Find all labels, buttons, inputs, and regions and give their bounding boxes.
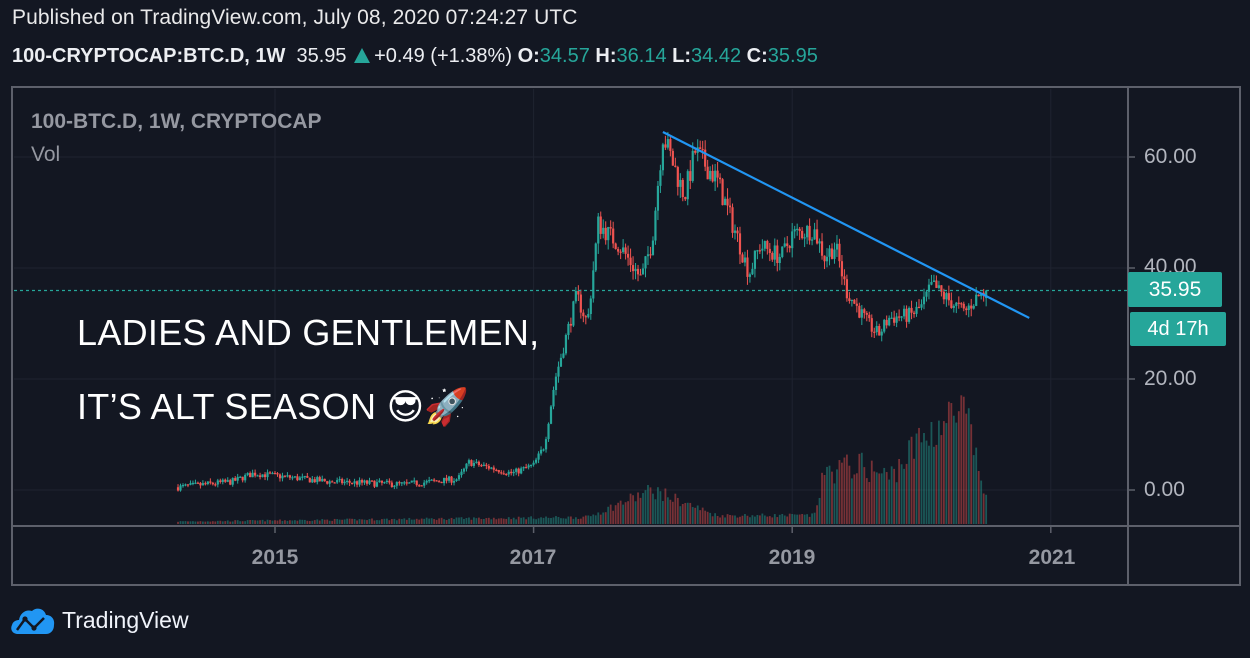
volume-bars: [177, 395, 988, 524]
open-value: 34.57: [539, 45, 590, 67]
price-change: +0.49 (+1.38%): [374, 45, 512, 67]
low-value: 34.42: [691, 45, 742, 67]
symbol-name: 100-CRYPTOCAP:BTC.D, 1W: [12, 45, 286, 67]
volume-legend[interactable]: Vol: [31, 143, 61, 166]
price-tick-0: 0.00: [1144, 478, 1185, 501]
annotation-line-1[interactable]: LADIES AND GENTLEMEN,: [77, 312, 540, 353]
chart-grid: [14, 89, 1127, 525]
time-tick-2017: 2017: [509, 546, 557, 569]
time-tick-2015: 2015: [251, 546, 299, 569]
last-price: 35.95: [296, 45, 347, 67]
high-label: H:: [595, 45, 617, 67]
tradingview-brand[interactable]: TradingView: [10, 604, 189, 636]
close-value: 35.95: [767, 45, 818, 67]
high-value: 36.14: [616, 45, 667, 67]
published-line: Published on TradingView.com, July 08, 2…: [12, 6, 578, 29]
time-tick-2021: 2021: [1028, 546, 1076, 569]
time-tick-2019: 2019: [768, 546, 816, 569]
time-axis-ticks: [274, 526, 1052, 533]
open-label: O:: [517, 45, 540, 67]
low-label: L:: [672, 45, 692, 67]
annotation-line-2[interactable]: IT’S ALT SEASON 😎🚀: [77, 386, 470, 427]
candlestick-series: [176, 131, 988, 492]
brand-name: TradingView: [62, 606, 189, 633]
close-label: C:: [746, 45, 768, 67]
price-tick-60: 60.00: [1144, 145, 1197, 168]
triangle-up-icon: [354, 48, 371, 63]
bar-countdown-tag: 4d 17h: [1130, 312, 1226, 346]
chart-frame: [11, 86, 1241, 586]
price-tick-20: 20.00: [1144, 367, 1197, 390]
series-legend[interactable]: 100-BTC.D, 1W, CRYPTOCAP: [31, 110, 322, 133]
last-price-tag: 35.95: [1128, 272, 1222, 307]
symbol-quote-line: 100-CRYPTOCAP:BTC.D, 1W 35.95 +0.49 (+1.…: [12, 45, 818, 68]
trendline[interactable]: [662, 131, 1030, 319]
price-axis-ticks: [1128, 156, 1135, 491]
tradingview-cloud-icon: [11, 608, 55, 634]
